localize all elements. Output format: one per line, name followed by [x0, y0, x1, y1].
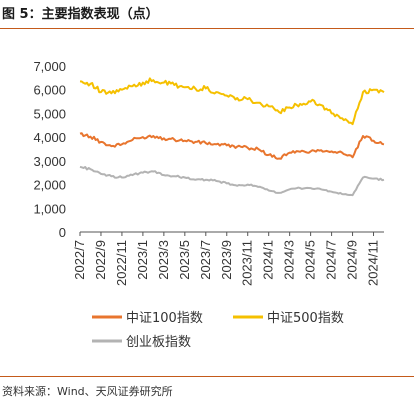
x-tick-label: 2023/11 [240, 240, 255, 286]
x-tick-label: 2024/1 [261, 240, 276, 280]
x-tick-label: 2023/5 [177, 240, 192, 280]
y-tick-label: 2,000 [33, 178, 66, 193]
x-tick-label: 2022/11 [114, 240, 129, 286]
y-tick-label: 4,000 [33, 130, 66, 145]
x-tick-label: 2024/5 [303, 240, 318, 280]
x-tick-label: 2022/9 [93, 240, 108, 280]
y-tick-label: 1,000 [33, 201, 66, 216]
x-axis: 2022/7 2022/9 2022/11 2023/1 2023/3 2023/5 202… [72, 232, 381, 286]
x-tick-label: 2023/3 [156, 240, 171, 280]
y-tick-label: 6,000 [33, 83, 66, 98]
x-tick-label: 2024/7 [324, 240, 339, 280]
series-lines [79, 77, 385, 197]
source-note: 资料来源：Wind、天风证券研究所 [2, 385, 173, 398]
y-tick-label: 3,000 [33, 154, 66, 169]
y-tick-label: 5,000 [33, 106, 66, 121]
chart-title: 图 5：主要指数表现（点） [2, 7, 159, 22]
legend-label-csi500: 中证500指数 [267, 311, 344, 326]
title-divider [0, 28, 414, 29]
x-tick-label: 2024/9 [345, 240, 360, 280]
x-tick-label: 2024/11 [366, 240, 381, 286]
y-axis: 0 1,000 2,000 3,000 4,000 5,000 6,000 7,000 [33, 59, 66, 240]
x-tick-label: 2023/9 [219, 240, 234, 280]
series-line-chinext [79, 165, 385, 197]
x-tick-label: 2024/3 [282, 240, 297, 280]
series-line-csi1000 [79, 132, 385, 160]
y-tick-label: 7,000 [33, 59, 66, 74]
x-tick-label: 2022/7 [72, 240, 87, 280]
x-tick-label: 2023/1 [135, 240, 150, 280]
legend-label-csi1000: 中证100指数 [126, 311, 203, 326]
x-tick-label: 2023/7 [198, 240, 213, 280]
legend-label-chinext: 创业板指数 [126, 335, 191, 350]
source-divider [0, 376, 414, 377]
series-line-csi500 [79, 77, 385, 126]
y-tick-label: 0 [59, 225, 66, 240]
